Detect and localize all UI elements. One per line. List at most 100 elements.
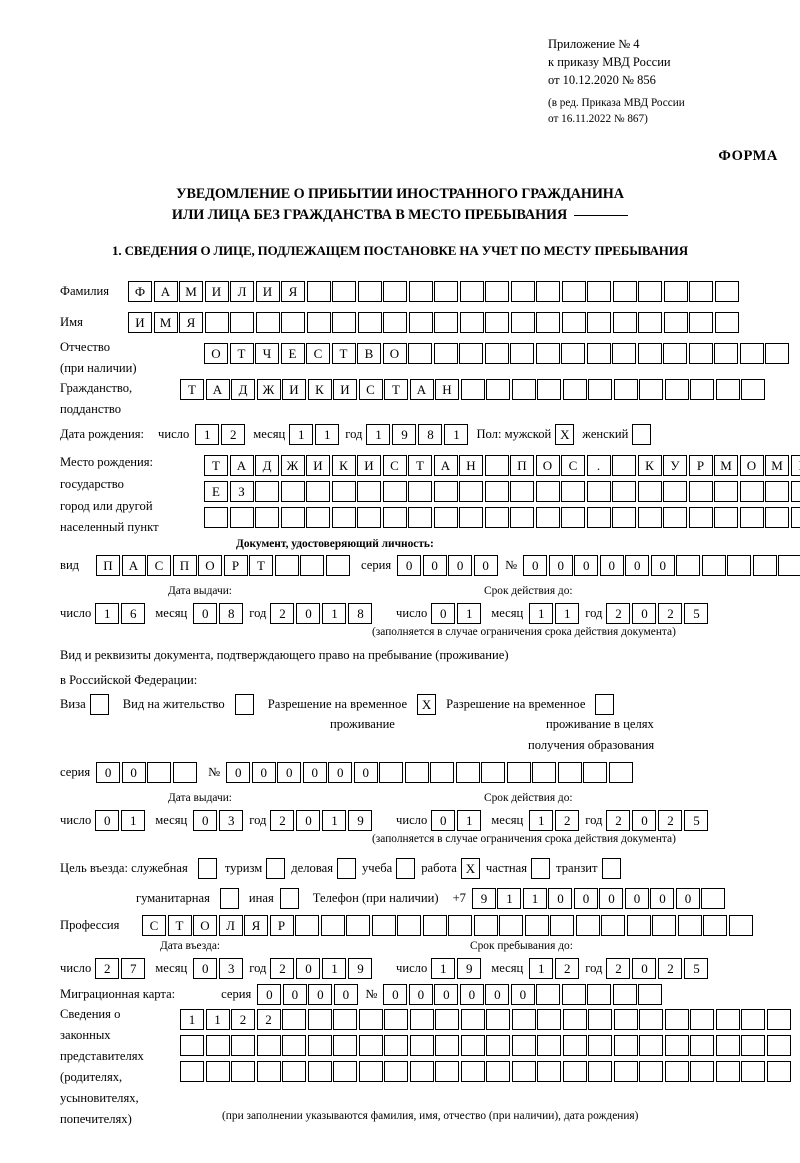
char-cell[interactable]: 7	[121, 958, 146, 979]
char-cell[interactable]: 6	[121, 603, 146, 624]
checkbox-purpose-tourism[interactable]	[266, 858, 286, 879]
char-cell[interactable]	[430, 762, 455, 783]
char-cell[interactable]	[537, 1061, 561, 1082]
char-cell[interactable]: 0	[650, 888, 675, 909]
char-cell[interactable]	[346, 915, 370, 936]
char-cell[interactable]	[741, 1035, 765, 1056]
char-cell[interactable]	[435, 1035, 459, 1056]
char-cell[interactable]: 2	[270, 603, 295, 624]
char-cell[interactable]: Я	[244, 915, 268, 936]
char-cell[interactable]	[306, 507, 330, 528]
char-cell[interactable]	[639, 1035, 663, 1056]
char-cell[interactable]: 1	[529, 603, 554, 624]
char-cell[interactable]	[638, 312, 662, 333]
char-cell[interactable]: 1	[95, 603, 120, 624]
char-cell[interactable]	[537, 1009, 561, 1030]
char-cell[interactable]	[778, 555, 800, 576]
char-cell[interactable]	[612, 312, 637, 333]
char-cell[interactable]	[587, 281, 611, 302]
char-cell[interactable]	[486, 379, 510, 400]
char-cell[interactable]	[325, 555, 350, 576]
char-cell[interactable]: 1	[529, 810, 554, 831]
char-cell[interactable]: В	[357, 343, 381, 364]
char-cell[interactable]	[766, 1035, 791, 1056]
char-cell[interactable]	[715, 1009, 740, 1030]
char-cell[interactable]	[499, 915, 523, 936]
char-cell[interactable]	[229, 507, 254, 528]
char-cell[interactable]	[357, 312, 382, 333]
char-cell[interactable]	[231, 1061, 255, 1082]
char-cell[interactable]	[537, 1035, 561, 1056]
char-cell[interactable]: П	[172, 555, 197, 576]
char-cell[interactable]	[307, 1061, 332, 1082]
char-cell[interactable]	[550, 915, 574, 936]
char-cell[interactable]	[561, 481, 585, 502]
char-cell[interactable]	[397, 915, 421, 936]
char-cell[interactable]	[231, 1035, 255, 1056]
char-cell[interactable]	[409, 1009, 434, 1030]
char-cell[interactable]: М	[765, 455, 789, 476]
char-cell[interactable]	[408, 343, 432, 364]
char-cell[interactable]: О	[739, 455, 764, 476]
char-cell[interactable]: А	[229, 455, 254, 476]
char-cell[interactable]: 1	[522, 888, 547, 909]
char-cell[interactable]: 0	[257, 984, 282, 1005]
char-cell[interactable]: 0	[434, 984, 459, 1005]
char-cell[interactable]: Л	[218, 915, 243, 936]
char-cell[interactable]	[205, 1035, 230, 1056]
char-cell[interactable]	[612, 481, 636, 502]
char-cell[interactable]	[486, 1009, 510, 1030]
char-cell[interactable]	[561, 312, 586, 333]
char-cell[interactable]	[557, 762, 582, 783]
char-cell[interactable]	[626, 915, 651, 936]
char-cell[interactable]	[664, 1009, 689, 1030]
char-cell[interactable]	[715, 379, 740, 400]
char-cell[interactable]: Ч	[255, 343, 279, 364]
char-cell[interactable]	[460, 1035, 485, 1056]
char-cell[interactable]: 2	[658, 810, 683, 831]
char-cell[interactable]	[536, 312, 560, 333]
char-cell[interactable]	[608, 762, 633, 783]
char-cell[interactable]	[357, 481, 381, 502]
char-cell[interactable]	[588, 1009, 612, 1030]
char-cell[interactable]	[282, 1035, 306, 1056]
char-cell[interactable]: 0	[251, 762, 276, 783]
char-cell[interactable]: 5	[684, 810, 709, 831]
char-cell[interactable]	[481, 762, 506, 783]
char-cell[interactable]: Н	[459, 455, 483, 476]
char-cell[interactable]	[562, 1035, 587, 1056]
char-cell[interactable]	[255, 507, 279, 528]
char-cell[interactable]	[741, 379, 765, 400]
char-cell[interactable]: 0	[308, 984, 333, 1005]
char-cell[interactable]: 2	[658, 603, 683, 624]
legal-rep-row3-cells[interactable]	[180, 1061, 792, 1082]
char-cell[interactable]: Р	[688, 455, 713, 476]
char-cell[interactable]: 0	[193, 603, 218, 624]
char-cell[interactable]	[689, 281, 713, 302]
char-cell[interactable]: 0	[599, 555, 624, 576]
char-cell[interactable]: Д	[231, 379, 255, 400]
char-cell[interactable]	[583, 762, 608, 783]
char-cell[interactable]	[637, 507, 662, 528]
char-cell[interactable]	[332, 312, 356, 333]
char-cell[interactable]	[510, 343, 534, 364]
char-cell[interactable]	[448, 915, 472, 936]
char-cell[interactable]	[612, 507, 636, 528]
char-cell[interactable]: 0	[632, 958, 657, 979]
char-cell[interactable]: 1	[205, 1009, 230, 1030]
char-cell[interactable]: Т	[331, 343, 356, 364]
char-cell[interactable]: 0	[632, 603, 657, 624]
char-cell[interactable]: Т	[229, 343, 254, 364]
checkbox-sex-male[interactable]: X	[555, 424, 575, 445]
char-cell[interactable]	[280, 481, 305, 502]
char-cell[interactable]	[537, 379, 561, 400]
